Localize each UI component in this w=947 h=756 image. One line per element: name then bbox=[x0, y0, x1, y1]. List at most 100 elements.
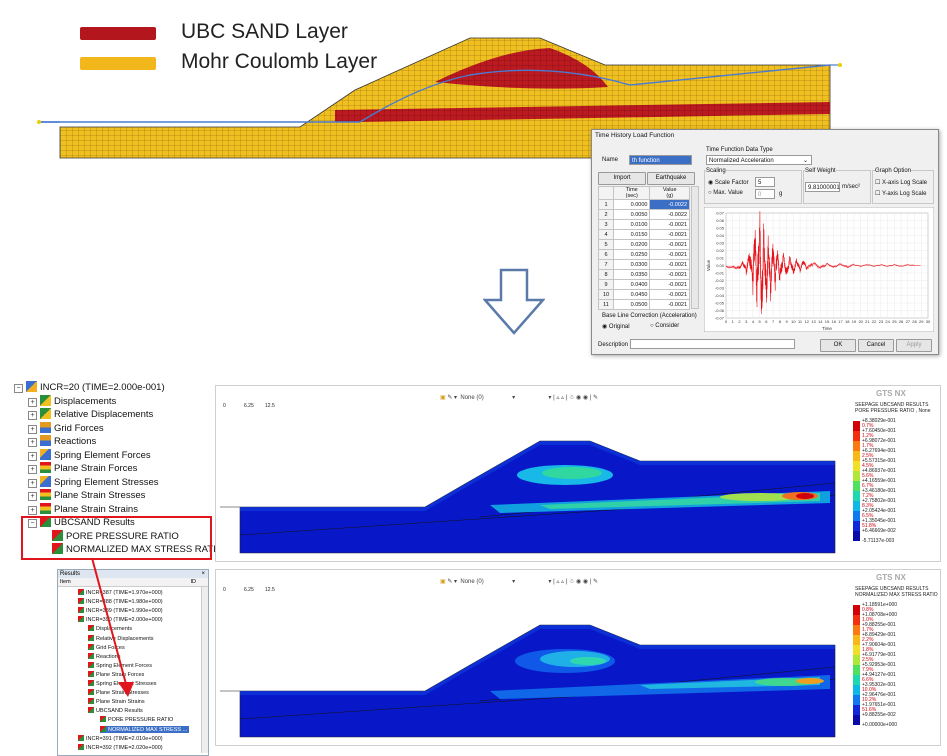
table-row[interactable]: 4 0.0150 -0.0021 bbox=[598, 229, 690, 240]
original-radio[interactable]: ◉ Original bbox=[602, 324, 630, 330]
table-row[interactable]: 8 0.0350 -0.0021 bbox=[598, 269, 690, 280]
tree-item-normalized-max-stress-ratio[interactable]: NORMALIZED MAX STRESS RATIO bbox=[52, 543, 223, 556]
value-cell[interactable]: -0.0022 bbox=[649, 209, 690, 220]
value-cell[interactable]: -0.0021 bbox=[649, 229, 690, 240]
cancel-button[interactable]: Cancel bbox=[858, 339, 894, 352]
scale-factor-radio[interactable]: ◉ Scale Factor bbox=[708, 180, 749, 186]
results-list-item[interactable]: INCR=391 (TIME=2.010e+000) bbox=[78, 734, 163, 742]
value-cell[interactable]: -0.0021 bbox=[649, 289, 690, 300]
expand-icon[interactable]: + bbox=[28, 397, 37, 407]
max-value-input[interactable]: 0 bbox=[755, 189, 775, 199]
results-list-item[interactable]: INCR=389 (TIME=1.990e+000) bbox=[78, 607, 163, 614]
value-cell[interactable]: -0.0021 bbox=[649, 279, 690, 290]
table-row[interactable]: 1 0.0000 -0.0022 bbox=[598, 199, 690, 210]
results-list-item[interactable]: Grid Forces bbox=[88, 643, 125, 651]
results-list-item[interactable]: NORMALIZED MAX STRESS ... bbox=[100, 725, 190, 733]
results-list-item[interactable]: Plane Strain Strains bbox=[88, 698, 145, 705]
results-list-item[interactable]: Displacements bbox=[88, 625, 132, 632]
time-cell[interactable]: 0.0500 bbox=[612, 299, 651, 310]
results-list-item[interactable]: Relative Displacements bbox=[88, 634, 153, 642]
expand-icon[interactable]: + bbox=[28, 505, 37, 515]
time-cell[interactable]: 0.0450 bbox=[612, 289, 651, 300]
tree-item-displacements[interactable]: + Displacements bbox=[28, 394, 116, 408]
results-list-item[interactable]: UBCSAND Results bbox=[88, 707, 143, 714]
expand-icon[interactable]: + bbox=[28, 465, 37, 474]
results-list-item[interactable]: PORE PRESSURE RATIO bbox=[100, 716, 173, 723]
time-cell[interactable]: 0.0100 bbox=[612, 219, 651, 230]
view-filter-select[interactable]: None (0) bbox=[460, 579, 484, 585]
ylog-checkbox[interactable]: ☐ Y-axis Log Scale bbox=[875, 191, 927, 197]
scale-factor-input[interactable]: 5 bbox=[755, 177, 775, 187]
results-list-item[interactable]: Plane Strain Stresses bbox=[88, 689, 149, 696]
time-cell[interactable]: 0.0150 bbox=[612, 229, 651, 240]
xlog-checkbox[interactable]: ☐ X-axis Log Scale bbox=[875, 180, 928, 186]
tree-item-spring-element-stresses[interactable]: + Spring Element Stresses bbox=[28, 475, 159, 489]
apply-button[interactable]: Apply bbox=[896, 339, 932, 352]
time-cell[interactable]: 0.0000 bbox=[612, 199, 651, 210]
expand-icon[interactable]: + bbox=[28, 478, 37, 488]
ok-button[interactable]: OK bbox=[820, 339, 856, 352]
table-row[interactable]: 6 0.0250 -0.0021 bbox=[598, 249, 690, 260]
table-scrollbar[interactable] bbox=[691, 186, 699, 309]
tree-item-plane-strain-forces[interactable]: + Plane Strain Forces bbox=[28, 462, 137, 475]
tree-item-grid-forces[interactable]: + Grid Forces bbox=[28, 421, 104, 435]
tree-item-plane-strain-strains[interactable]: + Plane Strain Strains bbox=[28, 502, 138, 516]
table-row[interactable]: 5 0.0200 -0.0021 bbox=[598, 239, 690, 250]
value-cell[interactable]: -0.0021 bbox=[649, 269, 690, 280]
collapse-icon[interactable]: − bbox=[28, 519, 37, 528]
time-cell[interactable]: 0.0400 bbox=[612, 279, 651, 290]
expand-icon[interactable]: + bbox=[28, 492, 37, 501]
consider-radio[interactable]: ○ Consider bbox=[650, 323, 680, 329]
data-type-select[interactable]: Normalized Acceleration ⌄ bbox=[706, 155, 812, 165]
results-list-item[interactable]: Spring Element Forces bbox=[88, 661, 152, 669]
table-row[interactable]: 9 0.0400 -0.0021 bbox=[598, 279, 690, 290]
pin-icon[interactable]: × bbox=[201, 571, 205, 577]
results-list-item[interactable]: INCR=388 (TIME=1.980e+000) bbox=[78, 598, 163, 605]
description-input[interactable] bbox=[630, 339, 795, 349]
results-list-item[interactable]: INCR=387 (TIME=1.970e+000) bbox=[78, 589, 163, 596]
tree-root[interactable]: − INCR=20 (TIME=2.000e-001) bbox=[14, 381, 165, 394]
tree-item-pore-pressure-ratio[interactable]: PORE PRESSURE RATIO bbox=[52, 529, 179, 543]
results-list-item[interactable]: Plane Strain Forces bbox=[88, 670, 144, 678]
time-value-table[interactable]: Time (sec) Value (g) 1 0.0000 -0.0022 2 0.0… bbox=[598, 186, 690, 310]
results-list-item[interactable]: INCR=392 (TIME=2.020e+000) bbox=[78, 743, 163, 751]
table-row[interactable]: 11 0.0500 -0.0021 bbox=[598, 299, 690, 310]
table-row[interactable]: 7 0.0300 -0.0021 bbox=[598, 259, 690, 270]
view-toolbar[interactable]: ▣ ✎ ▾ None (0) ▾ ▾ | ▵ ▵ | ☃ ◉ ◉ | ✎ bbox=[440, 395, 599, 401]
import-button[interactable]: Import bbox=[598, 172, 646, 185]
results-scrollbar[interactable] bbox=[201, 587, 208, 753]
expand-icon[interactable]: + bbox=[28, 424, 37, 434]
value-cell[interactable]: -0.0021 bbox=[649, 239, 690, 250]
table-row[interactable]: 2 0.0050 -0.0022 bbox=[598, 209, 690, 220]
tree-item-spring-element-forces[interactable]: + Spring Element Forces bbox=[28, 448, 151, 462]
collapse-icon[interactable]: − bbox=[14, 384, 23, 393]
view-filter-select[interactable]: None (0) bbox=[460, 395, 484, 401]
table-row[interactable]: 10 0.0450 -0.0021 bbox=[598, 289, 690, 300]
toolbar-icon[interactable]: ▣ bbox=[440, 579, 446, 585]
tree-item-relative-displacements[interactable]: + Relative Displacements bbox=[28, 408, 153, 421]
self-weight-input[interactable]: 9.81000001 bbox=[805, 182, 840, 192]
results-list-item[interactable]: INCR=390 (TIME=2.000e+000) bbox=[78, 616, 163, 623]
table-row[interactable]: 3 0.0100 -0.0021 bbox=[598, 219, 690, 230]
value-cell[interactable]: -0.0021 bbox=[649, 259, 690, 270]
expand-icon[interactable]: + bbox=[28, 438, 37, 447]
earthquake-button[interactable]: Earthquake bbox=[647, 172, 695, 185]
value-cell[interactable]: -0.0022 bbox=[649, 199, 690, 210]
time-cell[interactable]: 0.0250 bbox=[612, 249, 651, 260]
results-list-item[interactable]: Reactions bbox=[88, 652, 120, 660]
tree-item-plane-strain-stresses[interactable]: + Plane Strain Stresses bbox=[28, 489, 145, 502]
time-cell[interactable]: 0.0300 bbox=[612, 259, 651, 270]
name-input[interactable]: th function bbox=[629, 155, 692, 165]
value-cell[interactable]: -0.0021 bbox=[649, 299, 690, 310]
tree-item-reactions[interactable]: + Reactions bbox=[28, 435, 96, 448]
view-toolbar[interactable]: ▣ ✎ ▾ None (0) ▾ ▾ | ▵ ▵ | ☃ ◉ ◉ | ✎ bbox=[440, 579, 599, 585]
toolbar-icon[interactable]: ▣ bbox=[440, 395, 446, 401]
max-value-radio[interactable]: ○ Max. Value bbox=[708, 190, 743, 196]
time-cell[interactable]: 0.0350 bbox=[612, 269, 651, 280]
value-cell[interactable]: -0.0021 bbox=[649, 219, 690, 230]
expand-icon[interactable]: + bbox=[28, 411, 37, 420]
expand-icon[interactable]: + bbox=[28, 451, 37, 461]
value-cell[interactable]: -0.0021 bbox=[649, 249, 690, 260]
time-cell[interactable]: 0.0200 bbox=[612, 239, 651, 250]
time-cell[interactable]: 0.0050 bbox=[612, 209, 651, 220]
